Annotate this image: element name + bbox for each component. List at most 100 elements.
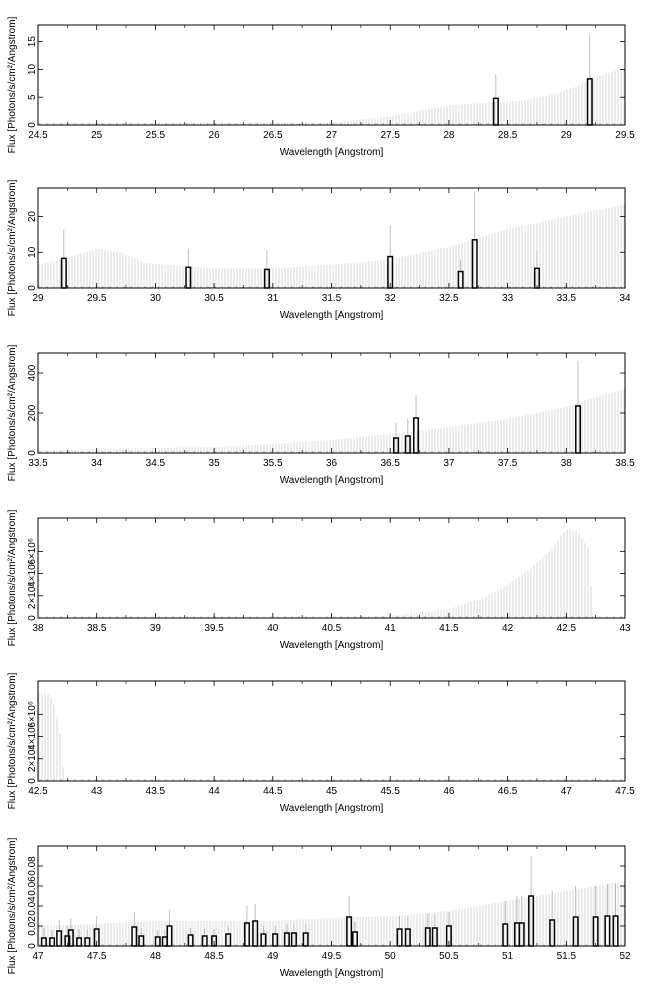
flux-bar: [185, 266, 192, 289]
x-tick-label: 37.5: [498, 458, 518, 469]
y-tick-label: 2×10⁶: [27, 745, 38, 772]
x-axis-label: Wavelength [Angstrom]: [280, 475, 384, 486]
y-tick-label: 20: [27, 211, 38, 223]
spectrum-panel-6: 47 47.5 48 48.5 49 49.5 50 50.5 51 51.5 52 0 0.02 0.0…: [0, 826, 647, 989]
x-tick-label: 37: [443, 458, 455, 469]
flux-bar: [351, 931, 358, 947]
flux-bar: [260, 933, 267, 947]
x-tick-label: 48.5: [204, 951, 224, 962]
x-tick-label: 50: [385, 951, 397, 962]
chart-svg: 29 29.5 30 30.5 31 31.5 32 32.5 33 33.5 34 0 10 20 Wav…: [7, 179, 631, 321]
x-tick-label: 52: [619, 951, 631, 962]
x-axis: 29 29.5 30 30.5 31 31.5 32 32.5 33 33.5 34: [32, 188, 631, 304]
flux-bar: [166, 925, 173, 947]
flux-bar: [76, 937, 83, 947]
x-tick-label: 39.5: [204, 623, 224, 634]
x-tick-label: 31.5: [322, 293, 342, 304]
spectrum-panel-1: 24.5 25 25.5 26 26.5 27 27.5 28 28.5 29 29.5 0 5 10 15…: [0, 5, 647, 168]
spectrum-panel-4: 38 38.5 39 39.5 40 40.5 41 41.5 42 42.5 43 0 2×10⁶ 4×…: [0, 498, 647, 661]
x-tick-label: 47: [561, 786, 573, 797]
chart-svg: 47 47.5 48 48.5 49 49.5 50 50.5 51 51.5 5200.020.0…: [7, 837, 631, 979]
y-axis: 0 10 20: [27, 211, 625, 291]
x-tick-label: 29: [32, 293, 44, 304]
y-axis-label: Flux [Photons/s/cm²/Angstrom]: [7, 509, 18, 646]
plot-frame: [37, 680, 626, 782]
x-tick-label: 30: [150, 293, 162, 304]
y-tick-label: 10: [27, 246, 38, 258]
x-tick-label: 40: [267, 623, 279, 634]
flux-bar: [346, 916, 353, 947]
chart-svg: 33.5 34 34.5 35 35.5 36 36.5 37 37.5 38 38.5 0 200 40…: [7, 344, 635, 486]
x-tick-label: 35: [209, 458, 221, 469]
chart-svg: 42.5 43 43.5 44 44.5 45 45.5 46 46.5 47 47.5 0 2×10⁶…: [7, 672, 635, 814]
error-envelope: [38, 389, 625, 453]
chart-svg: 24.5 25 25.5 26 26.5 27 27.5 28 28.5 29 29.5 0 5 10 15…: [7, 16, 635, 158]
x-tick-label: 51.5: [557, 951, 577, 962]
y-tick-label: 0: [27, 943, 38, 949]
x-axis-label: Wavelength [Angstrom]: [280, 640, 384, 651]
x-tick-label: 27.5: [380, 130, 400, 141]
flux-bar: [272, 933, 279, 947]
y-tick-label: 0.06: [27, 876, 38, 896]
x-tick-label: 29.5: [615, 130, 635, 141]
error-envelope: [38, 204, 625, 288]
y-tick-label: 0: [27, 450, 38, 456]
y-axis-label: Flux [Photons/s/cm²/Angstrom]: [7, 179, 18, 316]
flux-bar: [56, 930, 63, 947]
y-axis-label: Flux [Photons/s/cm²/Angstrom]: [7, 837, 18, 974]
y-tick-label: 0.04: [27, 896, 38, 916]
x-tick-label: 49: [267, 951, 279, 962]
flux-bar: [604, 915, 611, 947]
flux-bar: [60, 257, 67, 289]
x-axis-label: Wavelength [Angstrom]: [280, 968, 384, 979]
x-tick-label: 42.5: [557, 623, 577, 634]
y-axis: 0 0.020.040.060.08: [27, 856, 625, 949]
y-tick-label: 6×10⁶: [27, 538, 38, 565]
chart-svg: 38 38.5 39 39.5 40 40.5 41 41.5 42 42.5 43 0 2×10⁶4×…: [7, 509, 631, 651]
x-tick-label: 30.5: [204, 293, 224, 304]
y-tick-label: 0: [27, 778, 38, 784]
x-tick-label: 38.5: [615, 458, 635, 469]
x-tick-label: 47.5: [87, 951, 107, 962]
flux-bar: [201, 935, 208, 947]
y-axis-label: Flux [Photons/s/cm²/Angstrom]: [7, 16, 18, 153]
x-tick-label: 26.5: [263, 130, 283, 141]
x-tick-label: 38: [561, 458, 573, 469]
flux-bar: [154, 936, 161, 947]
flux-bar: [457, 270, 464, 289]
y-tick-label: 400: [27, 364, 38, 381]
x-tick-label: 44.5: [263, 786, 283, 797]
x-axis-label: Wavelength [Angstrom]: [280, 310, 384, 321]
y-tick-label: 4×10⁶: [27, 560, 38, 587]
x-tick-label: 29.5: [87, 293, 107, 304]
flux-bar: [575, 405, 582, 454]
flux-bar: [586, 78, 593, 126]
flux-bar: [40, 937, 47, 947]
flux-bars: [60, 191, 540, 289]
flux-bar: [413, 417, 420, 454]
spectrum-panel-2: 29 29.5 30 30.5 31 31.5 32 32.5 33 33.5 34 0 10 20 Wav…: [0, 168, 647, 331]
y-axis: 0 200 400: [27, 364, 625, 456]
x-tick-label: 42.5: [28, 786, 48, 797]
y-tick-label: 5: [27, 94, 38, 100]
flux-bar: [243, 922, 250, 947]
x-tick-label: 33.5: [28, 458, 48, 469]
x-tick-label: 26: [209, 130, 221, 141]
y-tick-label: 10: [27, 63, 38, 75]
x-tick-label: 31: [267, 293, 279, 304]
flux-bar: [187, 934, 194, 947]
flux-bar: [131, 926, 138, 947]
y-tick-label: 0: [27, 285, 38, 291]
x-tick-label: 45.5: [380, 786, 400, 797]
x-tick-label: 28.5: [498, 130, 518, 141]
y-tick-label: 2×10⁶: [27, 582, 38, 609]
x-tick-label: 46.5: [498, 786, 518, 797]
x-tick-label: 24.5: [28, 130, 48, 141]
y-tick-label: 6×10⁶: [27, 701, 38, 728]
flux-bar: [592, 916, 599, 947]
x-tick-label: 34.5: [146, 458, 166, 469]
flux-bar: [424, 927, 431, 947]
y-tick-label: 4×10⁶: [27, 723, 38, 750]
error-envelope: [38, 692, 64, 781]
